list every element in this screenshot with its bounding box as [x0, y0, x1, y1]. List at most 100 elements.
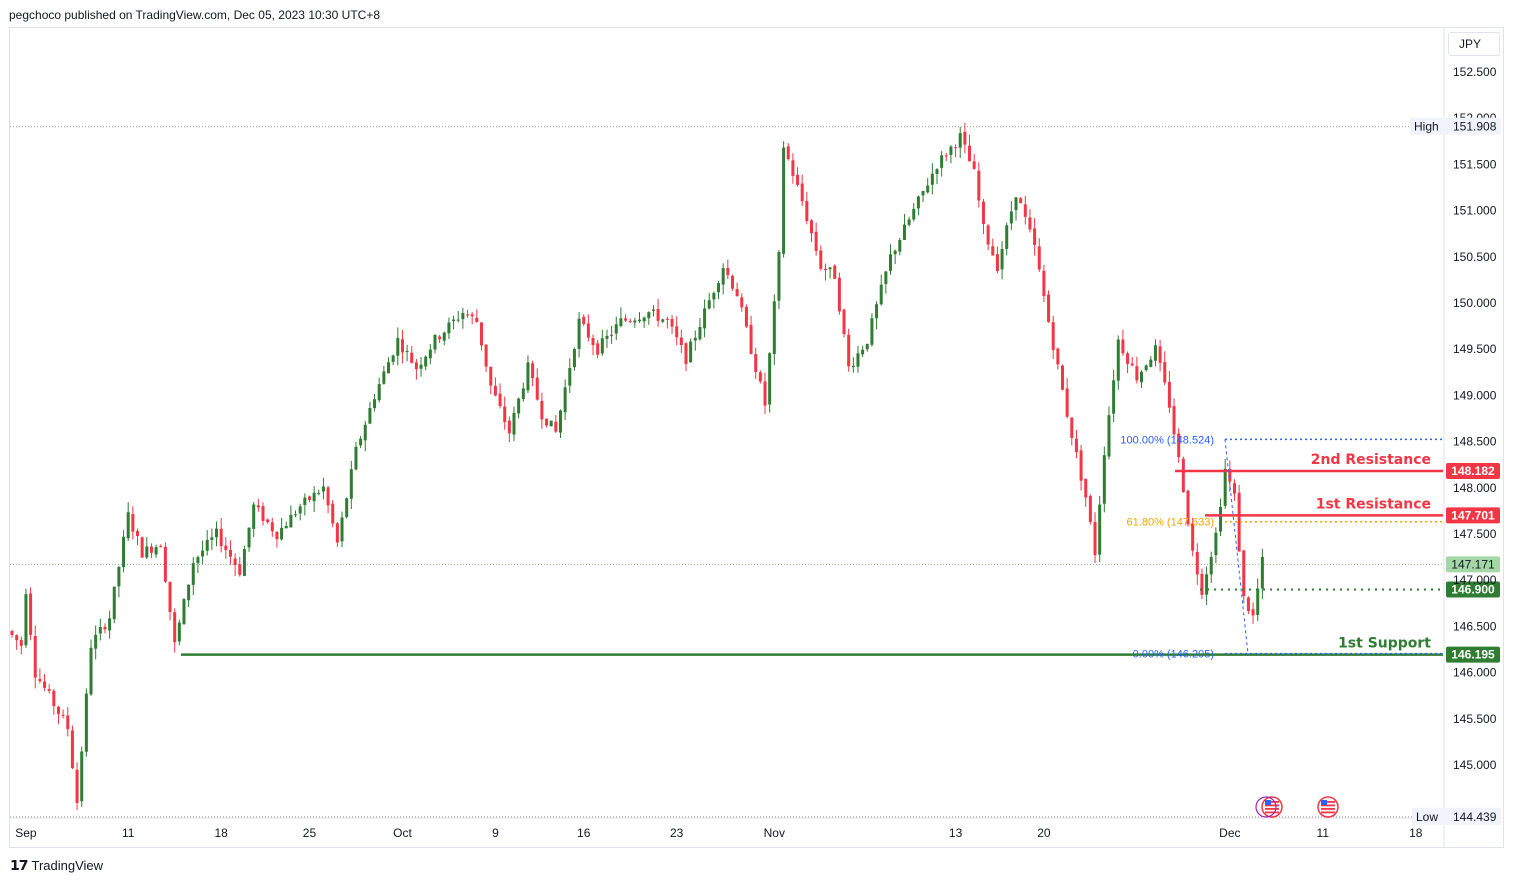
candle-body — [307, 496, 311, 500]
price-axis: 152.500152.000151.500151.000150.500150.0… — [1410, 65, 1501, 825]
candle-body — [1047, 294, 1051, 322]
high-label: High — [1414, 120, 1439, 134]
candle-body — [1060, 365, 1064, 390]
candle-body — [758, 372, 762, 382]
candle-body — [893, 250, 897, 255]
publish-header: pegchoco published on TradingView.com, D… — [9, 8, 381, 22]
flag-stripe — [1321, 808, 1335, 810]
candle-body — [484, 344, 488, 367]
candle-body — [261, 506, 265, 521]
candle-body — [865, 343, 869, 350]
candle-body — [791, 160, 795, 176]
candle-body — [419, 364, 423, 369]
candle-body — [242, 549, 246, 576]
candle-body — [177, 622, 181, 642]
level-price-badge — [1446, 646, 1500, 663]
time-tick-label: 25 — [303, 826, 317, 840]
candle-body — [582, 316, 586, 325]
candle-body — [1019, 198, 1023, 204]
candle-body — [345, 498, 349, 518]
candle-body — [735, 289, 739, 297]
us-flag-event-icon[interactable] — [1317, 796, 1339, 818]
level-name: 2nd Resistance — [1311, 452, 1431, 468]
candle-body — [1112, 380, 1116, 414]
candle-body — [870, 318, 874, 345]
candle-body — [772, 301, 776, 355]
candle-body — [159, 546, 163, 548]
candle-body — [675, 326, 679, 338]
candle-body — [940, 155, 944, 168]
candle-body — [1135, 366, 1139, 381]
candle-body — [140, 537, 144, 558]
candle-body — [354, 446, 358, 470]
candle-body — [638, 319, 642, 322]
candle-body — [768, 353, 772, 405]
candle-body — [1251, 609, 1255, 616]
candle-body — [1051, 322, 1055, 350]
candle-body — [103, 626, 107, 630]
candle-body — [526, 362, 530, 391]
candle-body — [1223, 468, 1227, 506]
candle-body — [1037, 246, 1041, 270]
candle-body — [642, 317, 646, 322]
candle-body — [284, 525, 288, 529]
candle-body — [317, 493, 321, 495]
us-flag-event-icon[interactable] — [1261, 796, 1283, 818]
candle-body — [809, 220, 813, 234]
candle-body — [1181, 458, 1185, 493]
flag-stripe — [1321, 801, 1335, 803]
candle-body — [456, 319, 460, 321]
candle-body — [1042, 270, 1046, 296]
candle-body — [1121, 339, 1125, 354]
candle-body — [777, 252, 781, 301]
currency-button[interactable]: JPY — [1448, 32, 1500, 56]
candle-body — [823, 268, 827, 271]
candle-body — [647, 312, 651, 319]
candle-body — [935, 169, 939, 174]
candle-body — [916, 196, 920, 209]
chart-frame — [9, 27, 1504, 848]
candle-body — [149, 546, 153, 553]
candle-body — [726, 267, 730, 276]
level-name: 1st Resistance — [1316, 496, 1431, 512]
candle-body — [679, 337, 683, 346]
candle-body — [340, 517, 344, 542]
candle-body — [387, 362, 391, 374]
candle-body — [554, 421, 558, 432]
candle-body — [400, 339, 404, 353]
fib-label: 0.00% (146.205) — [1133, 649, 1214, 661]
candle-body — [1116, 339, 1120, 381]
candle-body — [1219, 507, 1223, 532]
candle-body — [256, 505, 260, 508]
candle-body — [294, 514, 298, 516]
flag-stripe — [1265, 804, 1279, 807]
candle-body — [224, 545, 228, 550]
candle-body — [210, 537, 214, 540]
candle-body — [238, 564, 242, 575]
candle-body — [438, 336, 442, 340]
candle-body — [837, 277, 841, 312]
candle-body — [89, 647, 93, 695]
candle-body — [796, 174, 800, 185]
candle-body — [326, 487, 330, 506]
candle-body — [452, 319, 456, 322]
candle-body — [1093, 521, 1097, 556]
support-resistance-levels: 2nd Resistance 148.182 1st Resistance 147.7… — [181, 452, 1500, 663]
candle-body — [1074, 438, 1078, 453]
candle-body — [24, 594, 28, 646]
candle-body — [70, 730, 74, 769]
candle-body — [833, 265, 837, 279]
candle-body — [442, 332, 446, 341]
candle-body — [475, 317, 479, 322]
candle-body — [981, 201, 985, 224]
candle-body — [43, 681, 47, 688]
candle-body — [373, 399, 377, 409]
candle-body — [693, 337, 697, 341]
flag-canton — [1321, 800, 1327, 805]
candle-body — [493, 385, 497, 396]
candle-body — [879, 284, 883, 305]
candle-body — [391, 355, 395, 362]
candle-body — [572, 349, 576, 368]
level-price-label: 147.701 — [1451, 508, 1495, 522]
